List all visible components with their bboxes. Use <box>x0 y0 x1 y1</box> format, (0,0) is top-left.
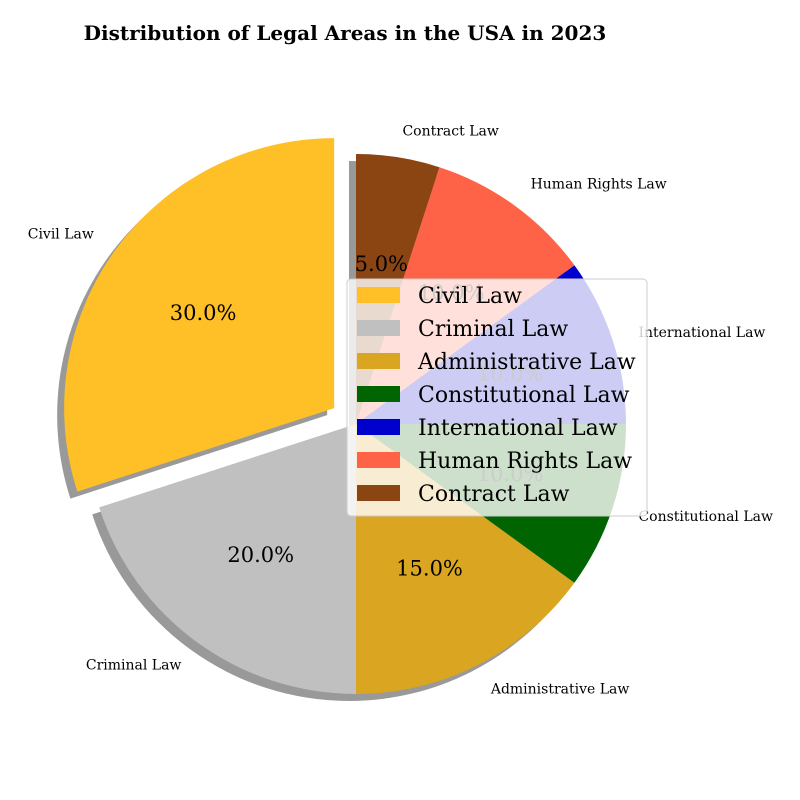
legend-swatch-contract-law <box>357 485 400 501</box>
slice-criminal-law <box>99 424 357 694</box>
legend-items: Civil Law Criminal Law Administrative Law C… <box>357 284 636 507</box>
legend-label-human-rights-law: Human Rights Law <box>418 449 632 474</box>
percent-label-criminal-law: 20.0% <box>227 543 294 567</box>
legend-swatch-human-rights-law <box>357 452 400 468</box>
percent-label-contract-law: 5.0% <box>355 252 408 276</box>
legend-swatch-administrative-law <box>357 353 400 369</box>
category-label-constitutional-law: Constitutional Law <box>638 509 773 525</box>
legend-label-administrative-law: Administrative Law <box>417 350 636 375</box>
legend-swatch-criminal-law <box>357 320 400 336</box>
category-label-administrative-law: Administrative Law <box>490 682 630 698</box>
legend-label-civil-law: Civil Law <box>418 284 522 309</box>
legend-label-criminal-law: Criminal Law <box>418 317 568 342</box>
legend-label-constitutional-law: Constitutional Law <box>418 383 630 408</box>
percent-label-administrative-law: 15.0% <box>396 556 463 580</box>
legend-swatch-international-law <box>357 419 400 435</box>
percent-label-civil-law: 30.0% <box>170 301 237 325</box>
legend-swatch-civil-law <box>357 287 400 303</box>
slice-civil-law <box>64 138 335 492</box>
category-label-international-law: International Law <box>638 325 765 341</box>
category-label-contract-law: Contract Law <box>402 124 498 140</box>
legend-frame <box>346 278 648 517</box>
legend: Civil Law Criminal Law Administrative Law C… <box>346 278 648 517</box>
legend-label-contract-law: Contract Law <box>418 482 570 507</box>
legend-label-international-law: International Law <box>418 416 618 441</box>
category-label-criminal-law: Criminal Law <box>86 657 182 673</box>
category-label-human-rights-law: Human Rights Law <box>531 177 667 193</box>
legend-swatch-constitutional-law <box>357 386 400 402</box>
category-labels: Civil Law Criminal Law Administrative Law C… <box>28 124 773 698</box>
category-label-civil-law: Civil Law <box>28 227 94 243</box>
chart-title: Distribution of Legal Areas in the USA i… <box>84 21 607 45</box>
